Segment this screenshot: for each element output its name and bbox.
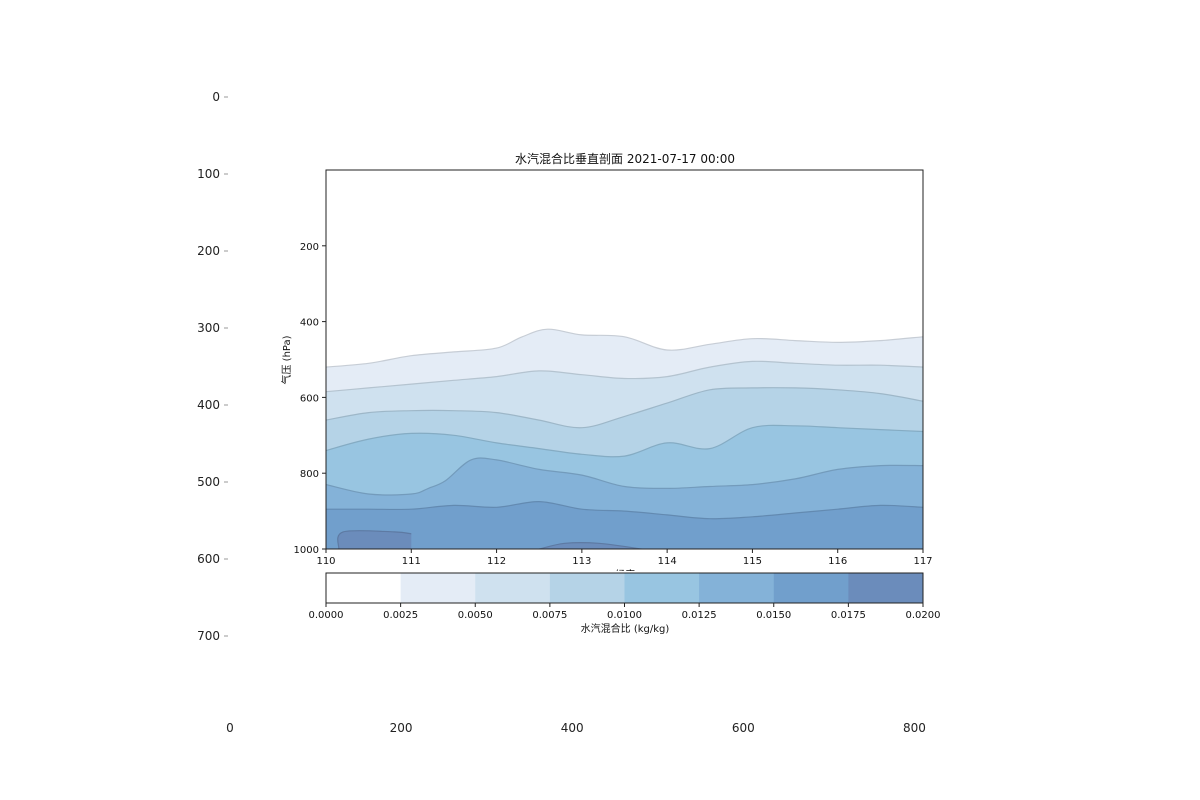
- outer-x-tick-label: 0: [226, 721, 234, 735]
- contour-line-0.0075: [326, 387, 923, 429]
- colorbar-swatch: [773, 573, 849, 603]
- y-tick-label: 400: [300, 318, 319, 329]
- contour-line-0.0050: [326, 360, 923, 393]
- colorbar-tick-label: 0.0000: [309, 610, 344, 621]
- plot-frame: [325, 169, 924, 550]
- colorbar-tick-label: 0.0100: [607, 610, 642, 621]
- contour-plot: 110 111 112 113 114 115 116 117 200 400 600 800 100…: [280, 151, 933, 567]
- outer-y-tick-label: 200: [197, 244, 220, 258]
- x-tick-label: 115: [743, 556, 762, 567]
- outer-x-tick-label: 400: [561, 721, 584, 735]
- x-tick-label: 114: [658, 556, 677, 567]
- outer-x-tick-label: 600: [732, 721, 755, 735]
- x-tick-label: 112: [487, 556, 506, 567]
- contour-line-0.0125: [326, 457, 923, 496]
- outer-y-tick-label: 100: [197, 167, 220, 181]
- contour-line-0.0150: [326, 500, 923, 520]
- colorbar-swatch: [400, 573, 476, 603]
- colorbar-swatch: [624, 573, 700, 603]
- x-tick-label: 110: [316, 556, 335, 567]
- y-tick-label: 1000: [294, 545, 319, 556]
- colorbar-tick-label: 0.0200: [906, 610, 941, 621]
- outer-y-tick-label: 0: [212, 90, 220, 104]
- colorbar-tick-label: 0.0150: [756, 610, 791, 621]
- outer-y-tick-label: 300: [197, 321, 220, 335]
- contour-lines: [326, 328, 923, 549]
- colorbar-tick-label: 0.0075: [532, 610, 567, 621]
- colorbar-tick-label: 0.0175: [831, 610, 866, 621]
- outer-y-tick-label: 700: [197, 629, 220, 643]
- colorbar-tick-label: 0.0025: [383, 610, 418, 621]
- y-tick-label: 800: [300, 469, 319, 480]
- x-tick-label: 113: [572, 556, 591, 567]
- colorbar-swatch: [549, 573, 625, 603]
- x-tick-label: 116: [828, 556, 847, 567]
- y-axis-ticks: 200 400 600 800 1000: [294, 242, 326, 556]
- colorbar-swatch: [699, 573, 775, 603]
- contour-fills: [326, 329, 923, 549]
- contour-line-0.0025: [326, 328, 923, 368]
- contour-fill-0.0150: [326, 501, 923, 549]
- contour-line-0.0175: [337, 529, 412, 549]
- y-axis-label: 气压 (hPa): [280, 335, 293, 384]
- contour-fill-0.0175: [539, 542, 642, 549]
- x-axis-ticks: 110 111 112 113 114 115 116 117: [316, 549, 933, 567]
- colorbar-swatch: [326, 573, 402, 603]
- outer-y-tick-label: 400: [197, 398, 220, 412]
- outer-y-tick-label: 600: [197, 552, 220, 566]
- colorbar-tick-label: 0.0050: [458, 610, 493, 621]
- outer-y-tick-label: 500: [197, 475, 220, 489]
- colorbar-swatch: [848, 573, 924, 603]
- contour-line-0.0100: [326, 424, 923, 458]
- colorbar-label: 水汽混合比 (kg/kg): [581, 622, 670, 635]
- chart-title: 水汽混合比垂直剖面 2021-07-17 00:00: [515, 151, 735, 166]
- colorbar-tick-label: 0.0125: [682, 610, 717, 621]
- y-tick-label: 600: [300, 393, 319, 404]
- x-tick-label: 117: [913, 556, 932, 567]
- x-tick-label: 111: [402, 556, 421, 567]
- y-tick-label: 200: [300, 242, 319, 253]
- outer-image-axes: 0 100 200 300 400 500 600 700 0 200 400 600 800: [197, 90, 926, 735]
- contour-line-0.0175: [539, 542, 642, 549]
- outer-x-tick-label: 800: [903, 721, 926, 735]
- contour-fill-0.0175: [337, 530, 412, 549]
- colorbar-swatch: [475, 573, 551, 603]
- outer-x-tick-label: 200: [390, 721, 413, 735]
